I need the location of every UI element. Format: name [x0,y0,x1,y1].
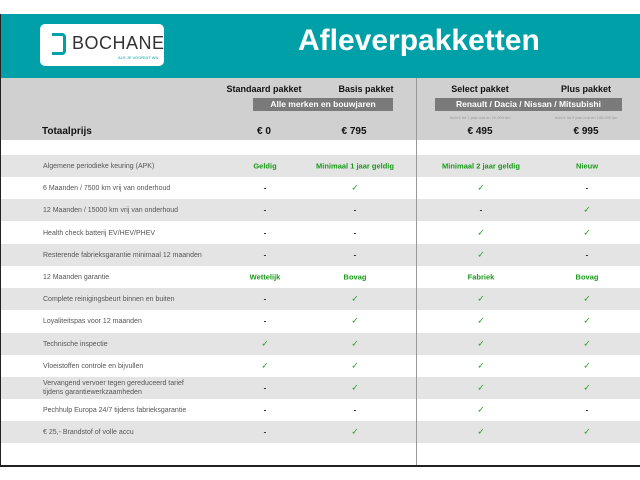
table-row: 6 Maanden / 7500 km vrij van onderhoud - ✓… [1,177,640,199]
feature-value: Wettelijk [249,272,281,282]
dash-icon: - [585,183,589,193]
check-icon: ✓ [583,338,591,349]
bochane-logo: BOCHANE ALS JE VOORUIT WIL [40,24,164,66]
feature-label: Technische inspectie [43,340,108,348]
table-row: Loyaliteitspas voor 12 maanden - ✓ ✓ ✓ [1,310,640,332]
check-icon: ✓ [477,426,485,437]
table-row: Algemene periodieke keuring (APK) Geldig M… [1,155,640,177]
check-icon: ✓ [351,426,359,437]
check-icon: ✓ [583,426,591,437]
check-icon: ✓ [583,360,591,371]
feature-value: Geldig [253,161,277,171]
dash-icon: - [353,205,357,215]
table-row: Technische inspectie ✓ ✓ ✓ ✓ [1,332,640,355]
feature-value: Minimaal 2 jaar geldig [442,161,520,171]
feature-label: Complete reinigingsbeurt binnen en buite… [43,296,175,304]
check-icon: ✓ [477,360,485,371]
dash-icon: - [585,405,589,415]
brand-tagline: ALS JE VOORUIT WIL [118,55,159,60]
feature-label: Resterende fabrieksgarantie minimaal 12 … [43,251,202,259]
table-row: Vervangend vervoer tegen gereduceerd tar… [1,377,640,399]
package-name: Basis pakket [338,84,394,94]
feature-label: Loyaliteitspas voor 12 maanden [43,318,142,326]
package-name: Select pakket [451,84,509,94]
check-icon: ✓ [351,293,359,304]
dash-icon: - [263,228,267,238]
check-icon: ✓ [477,338,485,349]
feature-label: Health check batterij EV/HEV/PHEV [43,229,156,237]
total-label: Totaalprijs [42,126,92,137]
column-divider [416,78,417,465]
table-row: € 25,- Brandstof of volle accu - ✓ ✓ ✓ [1,421,640,444]
table-row: 12 Maanden garantie Wettelijk Bovag Fabriek… [1,266,640,288]
dash-icon: - [263,205,267,215]
feature-label: 12 Maanden garantie [43,274,110,281]
dash-icon: - [263,316,267,326]
feature-label: Vloeistoffen controle en bijvullen [43,362,144,370]
package-name: Plus pakket [560,84,612,94]
table-row: Health check batterij EV/HEV/PHEV - - ✓ ✓ [1,222,640,244]
feature-value: Bovag [575,272,599,282]
check-icon: ✓ [477,315,485,326]
check-icon: ✓ [477,227,485,238]
check-icon: ✓ [583,204,591,215]
dash-icon: - [263,250,267,260]
group-label: Alle merken en bouwjaren [253,98,393,111]
dash-icon: - [263,383,267,393]
feature-value: Minimaal 1 jaar geldig [316,161,394,171]
package-price: € 995 [573,126,599,137]
check-icon: ✓ [351,338,359,349]
feature-label: 12 Maanden / 15000 km vrij van onderhoud [43,207,179,215]
check-icon: ✓ [477,182,485,193]
feature-label: € 25,- Brandstof of volle accu [43,429,134,437]
feature-label: Vervangend vervoer tegen gereduceerd tar… [43,380,184,396]
package-price: € 795 [341,126,367,137]
package-note: Auto's tot 1 jaar oud en 20.000 km [449,115,511,120]
feature-value: Bovag [343,272,367,282]
table-row: Complete reinigingsbeurt binnen en buite… [1,288,640,311]
package-name: Standaard pakket [226,84,302,94]
feature-value: Nieuw [575,161,599,171]
check-icon: ✓ [351,182,359,193]
dash-icon: - [585,250,589,260]
dash-icon: - [263,294,267,304]
check-icon: ✓ [261,360,269,371]
page-title: Afleverpakketten [298,24,540,57]
dash-icon: - [353,228,357,238]
package-price: € 495 [467,126,493,137]
package-price: € 0 [257,126,271,137]
check-icon: ✓ [477,404,485,415]
check-icon: ✓ [583,315,591,326]
dash-icon: - [479,205,483,215]
check-icon: ✓ [583,293,591,304]
table-row: 12 Maanden / 15000 km vrij van onderhoud… [1,199,640,222]
check-icon: ✓ [351,315,359,326]
check-icon: ✓ [477,249,485,260]
package-note: Auto's tot 5 jaar oud en 100.000 km [554,115,618,120]
dash-icon: - [263,405,267,415]
check-icon: ✓ [477,293,485,304]
table-row: Resterende fabrieksgarantie minimaal 12 … [1,243,640,266]
cart-icon [52,33,66,55]
dash-icon: - [353,405,357,415]
dash-icon: - [353,250,357,260]
table-row: Pechhulp Europa 24/7 tijdens fabrieksgar… [1,399,640,421]
check-icon: ✓ [583,227,591,238]
dash-icon: - [263,427,267,437]
group-label: Renault / Dacia / Nissan / Mitsubishi [435,98,622,111]
brand-name: BOCHANE [72,33,165,53]
check-icon: ✓ [351,360,359,371]
feature-label: Algemene periodieke keuring (APK) [43,163,155,170]
check-icon: ✓ [261,338,269,349]
feature-label: Pechhulp Europa 24/7 tijdens fabrieksgar… [43,407,187,415]
check-icon: ✓ [477,382,485,393]
table-row: Vloeistoffen controle en bijvullen ✓ ✓ ✓ ✓ [1,355,640,377]
feature-value: Fabriek [467,272,495,282]
dash-icon: - [263,183,267,193]
table-frame [0,14,640,467]
check-icon: ✓ [583,382,591,393]
feature-label: 6 Maanden / 7500 km vrij van onderhoud [43,185,171,193]
check-icon: ✓ [351,382,359,393]
